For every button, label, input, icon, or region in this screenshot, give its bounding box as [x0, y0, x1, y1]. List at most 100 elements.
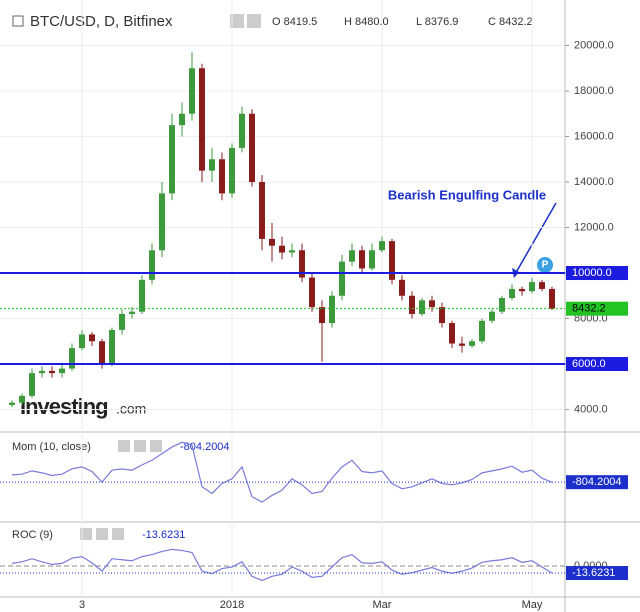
candle-body: [539, 282, 545, 289]
candle-body: [269, 238, 275, 246]
annotation: Bearish Engulfing Candle: [388, 187, 546, 202]
candle-body: [199, 68, 205, 171]
candle-body: [139, 279, 145, 312]
candle-body: [479, 320, 485, 342]
candle-body: [109, 329, 115, 365]
settings-icon[interactable]: [96, 528, 108, 540]
value-box-label: 10000.0: [572, 267, 612, 279]
value-box: [566, 357, 628, 372]
ohlc-value: L 8376.9: [416, 16, 458, 28]
value-box-label: -804.2004: [572, 476, 622, 488]
y-tick-label: 4000.0: [574, 403, 608, 415]
candle-body: [489, 311, 495, 321]
settings-icon[interactable]: [118, 440, 130, 452]
candle-body: [189, 68, 195, 114]
value-box: [566, 566, 628, 581]
symbol-icon: [12, 15, 24, 27]
candle-body: [309, 277, 315, 308]
pane-value: -13.6231: [142, 529, 185, 541]
candle-body: [359, 250, 365, 269]
chart-title: BTC/USD, D, Bitfinex: [30, 13, 173, 30]
candle-body: [49, 370, 55, 374]
value-box: [566, 266, 628, 281]
candle-body: [159, 193, 165, 251]
candle-body: [469, 341, 475, 346]
candle-body: [99, 341, 105, 365]
candle-body: [89, 334, 95, 342]
candle-body: [339, 261, 345, 296]
settings-icon[interactable]: [134, 440, 146, 452]
y-tick-label: 16000.0: [574, 130, 614, 142]
candle-body: [69, 348, 75, 369]
value-box: [566, 301, 628, 316]
candle-body: [399, 279, 405, 296]
candle-body: [79, 334, 85, 349]
settings-icon[interactable]: [247, 14, 261, 28]
candle-body: [129, 311, 135, 314]
ohlc-value: C 8432.2: [488, 16, 533, 28]
x-tick-label: 3: [79, 599, 85, 611]
settings-icon[interactable]: [80, 528, 92, 540]
candle-body: [29, 373, 35, 396]
pane-value: -804.2004: [180, 441, 230, 453]
candle-body: [429, 300, 435, 308]
candle-body: [519, 288, 525, 292]
settings-icon[interactable]: [150, 440, 162, 452]
candle-body: [59, 368, 65, 374]
candle-body: [439, 307, 445, 324]
candle-body: [169, 125, 175, 194]
candle-body: [549, 288, 555, 309]
y-tick-label: 12000.0: [574, 221, 614, 233]
candle-body: [509, 288, 515, 299]
candle-body: [419, 300, 425, 314]
pane-title: Mom (10, close): [12, 441, 91, 453]
candle-body: [289, 250, 295, 253]
candle-body: [209, 159, 215, 171]
candle-body: [149, 250, 155, 280]
candle-body: [389, 241, 395, 280]
candle-body: [329, 295, 335, 324]
watermark: Investing: [20, 394, 108, 419]
candle-body: [239, 113, 245, 148]
event-marker-icon: P: [542, 260, 549, 271]
value-box-label: 8432.2: [572, 303, 606, 315]
candle-body: [179, 113, 185, 126]
x-tick-label: May: [522, 599, 543, 611]
ohlc-value: O 8419.5: [272, 16, 317, 28]
settings-icon[interactable]: [230, 14, 244, 28]
candle-body: [229, 147, 235, 194]
candle-body: [449, 323, 455, 344]
settings-icon[interactable]: [112, 528, 124, 540]
candle-body: [529, 282, 535, 292]
value-box: [566, 475, 628, 490]
y-tick-label: 18000.0: [574, 85, 614, 97]
value-box-label: -13.6231: [572, 567, 615, 579]
y-tick-label: 14000.0: [574, 176, 614, 188]
candle-body: [369, 250, 375, 269]
pane-title: ROC (9): [12, 529, 53, 541]
candle-body: [349, 250, 355, 262]
candle-body: [279, 245, 285, 253]
candle-body: [459, 343, 465, 346]
candle-body: [409, 295, 415, 314]
x-tick-label: Mar: [373, 599, 392, 611]
candle-body: [119, 313, 125, 330]
candle-body: [299, 250, 305, 278]
candle-body: [319, 307, 325, 324]
indicator-line: [11, 548, 553, 582]
candle-body: [9, 402, 15, 405]
watermark: .com: [116, 401, 146, 417]
x-tick-label: 2018: [220, 599, 244, 611]
candle-body: [19, 395, 25, 403]
candle-body: [379, 241, 385, 251]
candle-body: [499, 298, 505, 312]
annotation-arrow: [513, 202, 557, 277]
candle-body: [249, 113, 255, 183]
candle-body: [259, 182, 265, 239]
y-tick-label: 20000.0: [574, 39, 614, 51]
event-marker[interactable]: [537, 257, 553, 273]
value-box-label: 6000.0: [572, 358, 606, 370]
